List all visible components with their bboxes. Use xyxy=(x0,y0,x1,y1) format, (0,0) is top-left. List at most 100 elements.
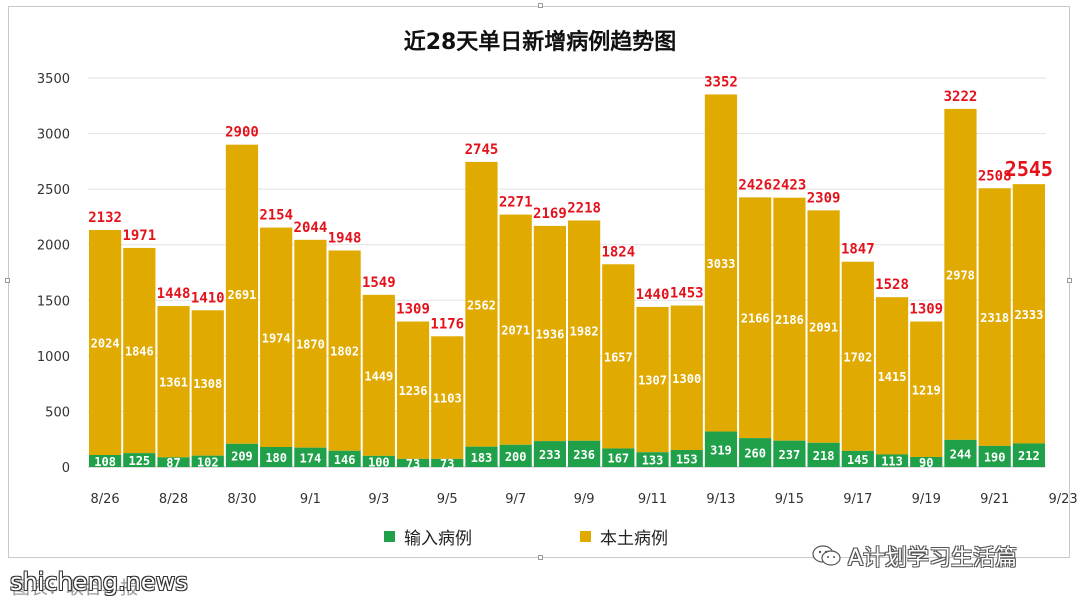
data-label-local: 1219 xyxy=(912,383,941,397)
wechat-icon xyxy=(812,544,842,568)
data-label-local: 1361 xyxy=(159,376,188,390)
x-tick-label: 9/7 xyxy=(505,492,526,507)
data-label-local: 1415 xyxy=(878,370,907,384)
y-tick-label: 1500 xyxy=(37,294,70,309)
data-label-total: 3222 xyxy=(944,89,978,105)
data-label-local: 1657 xyxy=(604,350,633,364)
x-tick-label: 9/13 xyxy=(706,492,735,507)
data-label-total: 1528 xyxy=(875,277,909,293)
data-label-imported: 260 xyxy=(744,447,766,461)
data-label-imported: 200 xyxy=(505,450,527,464)
data-label-total: 1948 xyxy=(328,230,362,246)
data-label-total: 2423 xyxy=(773,178,807,194)
data-label-total: 1824 xyxy=(601,244,635,260)
data-label-imported: 244 xyxy=(950,447,972,461)
data-label-local: 1307 xyxy=(638,374,667,388)
data-label-total: 1549 xyxy=(362,275,396,291)
x-tick-label: 9/5 xyxy=(437,492,458,507)
x-tick-label: 9/19 xyxy=(912,492,941,507)
x-tick-label: 9/17 xyxy=(843,492,872,507)
legend-label-local: 本土病例 xyxy=(600,524,668,549)
data-label-total: 2169 xyxy=(533,206,567,222)
data-label-total: 3352 xyxy=(704,74,738,90)
y-tick-label: 3000 xyxy=(37,128,70,143)
legend-item-imported: 输入病例 xyxy=(384,524,472,549)
data-label-total: 2044 xyxy=(294,220,328,236)
x-tick-label: 8/30 xyxy=(227,492,256,507)
x-tick-label: 9/3 xyxy=(368,492,389,507)
site-watermark: shicheng.news xyxy=(10,568,188,596)
data-label-total: 2545 xyxy=(1005,157,1053,181)
legend-label-imported: 输入病例 xyxy=(404,524,472,549)
data-label-total: 1309 xyxy=(909,302,943,318)
data-label-imported: 180 xyxy=(265,451,287,465)
data-label-total: 1448 xyxy=(157,286,191,302)
data-label-total: 2271 xyxy=(499,195,533,211)
data-label-imported: 212 xyxy=(1018,449,1040,463)
data-label-local: 1870 xyxy=(296,338,325,352)
data-label-local: 1236 xyxy=(399,384,428,398)
data-label-total: 2426 xyxy=(738,177,772,193)
wechat-watermark-text: A计划学习生活篇 xyxy=(848,540,1017,572)
data-label-total: 2309 xyxy=(807,190,841,206)
data-label-local: 2024 xyxy=(91,337,120,351)
data-label-total: 1309 xyxy=(396,302,430,318)
data-label-local: 1300 xyxy=(672,372,701,386)
legend-swatch-local xyxy=(580,531,591,542)
x-tick-label: 9/23 xyxy=(1049,492,1078,507)
data-label-imported: 209 xyxy=(231,449,253,463)
data-label-total: 1971 xyxy=(122,228,156,244)
x-tick-label: 9/21 xyxy=(980,492,1009,507)
data-label-total: 1410 xyxy=(191,290,225,306)
data-label-local: 3033 xyxy=(707,257,736,271)
legend-swatch-imported xyxy=(384,531,395,542)
data-label-local: 2691 xyxy=(228,288,257,302)
data-label-imported: 145 xyxy=(847,453,869,467)
y-tick-label: 0 xyxy=(62,461,70,476)
data-label-imported: 183 xyxy=(471,451,493,465)
data-label-total: 2745 xyxy=(465,142,499,158)
data-label-total: 1440 xyxy=(636,287,670,303)
y-tick-label: 3500 xyxy=(37,72,70,87)
data-label-imported: 153 xyxy=(676,452,698,466)
data-label-local: 2562 xyxy=(467,298,496,312)
data-label-total: 2218 xyxy=(567,200,601,216)
data-label-imported: 236 xyxy=(573,448,595,462)
data-label-imported: 174 xyxy=(300,451,322,465)
legend-item-local: 本土病例 xyxy=(580,524,668,549)
data-label-local: 1936 xyxy=(535,328,564,342)
x-tick-label: 9/11 xyxy=(638,492,667,507)
data-label-total: 1176 xyxy=(430,316,464,332)
data-label-local: 1449 xyxy=(364,369,393,383)
data-label-local: 1982 xyxy=(570,325,599,339)
data-label-imported: 73 xyxy=(440,457,454,471)
data-label-imported: 146 xyxy=(334,453,356,467)
data-label-total: 2900 xyxy=(225,125,259,141)
x-tick-label: 8/26 xyxy=(91,492,120,507)
data-label-local: 2166 xyxy=(741,312,770,326)
y-tick-label: 2000 xyxy=(37,239,70,254)
data-label-local: 2333 xyxy=(1014,308,1043,322)
data-label-imported: 218 xyxy=(813,449,835,463)
data-label-local: 2318 xyxy=(980,311,1009,325)
data-label-imported: 237 xyxy=(779,448,801,462)
data-label-local: 1702 xyxy=(843,350,872,364)
data-label-imported: 125 xyxy=(128,454,150,468)
y-tick-label: 2500 xyxy=(37,183,70,198)
data-label-local: 1308 xyxy=(193,377,222,391)
data-label-total: 2132 xyxy=(88,210,122,226)
data-label-imported: 319 xyxy=(710,443,732,457)
data-label-local: 1103 xyxy=(433,392,462,406)
data-label-total: 1847 xyxy=(841,242,875,258)
wechat-watermark: A计划学习生活篇 xyxy=(812,540,1017,572)
x-tick-label: 9/1 xyxy=(300,492,321,507)
data-label-local: 1802 xyxy=(330,345,359,359)
data-label-imported: 133 xyxy=(642,454,664,468)
data-label-total: 2154 xyxy=(259,208,293,224)
data-label-imported: 90 xyxy=(919,456,933,470)
data-label-imported: 108 xyxy=(94,455,116,469)
data-label-imported: 190 xyxy=(984,450,1006,464)
data-label-total: 1453 xyxy=(670,286,704,302)
data-label-imported: 87 xyxy=(166,456,180,470)
